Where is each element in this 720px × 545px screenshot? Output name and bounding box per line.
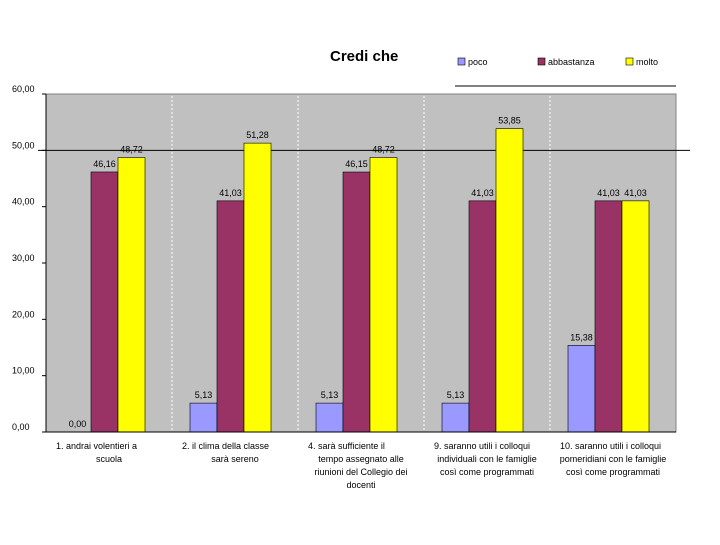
bar-poco: [441, 402, 470, 433]
data-label: 41,03: [624, 188, 647, 198]
legend-label: abbastanza: [548, 57, 595, 67]
bar-poco: [567, 345, 596, 433]
data-label: 15,38: [570, 332, 593, 342]
gridlines: [38, 85, 690, 490]
bar-molto: [243, 142, 272, 433]
bar-molto: [369, 157, 398, 433]
legend-label: poco: [468, 57, 488, 67]
bar-abbastanza: [216, 200, 245, 433]
category-label: pomeridiani con le famiglie: [560, 454, 667, 464]
bar-abbastanza: [594, 200, 623, 433]
legend: poco abbastanza molto: [457, 57, 658, 67]
category-label: individuali con le famiglie: [437, 454, 537, 464]
category-label: 2. il clima della classe: [182, 441, 269, 451]
data-label: 41,03: [597, 188, 620, 198]
legend-swatch: [537, 57, 546, 66]
legend-swatch: [625, 57, 634, 66]
y-tick-label: 0,00: [12, 422, 30, 432]
bar-abbastanza: [342, 171, 371, 433]
y-tick-label: 50,00: [12, 140, 35, 150]
data-label: 5,13: [321, 390, 339, 400]
y-tick-label: 20,00: [12, 309, 35, 319]
category-label: così come programmati: [566, 467, 660, 477]
category-label: docenti: [346, 480, 375, 490]
bar-molto: [621, 200, 650, 433]
legend-swatch: [457, 57, 466, 66]
y-tick-label: 60,00: [12, 84, 35, 94]
category-label: sarà sereno: [211, 454, 259, 464]
data-label: 46,15: [345, 159, 368, 169]
y-tick-label: 30,00: [12, 253, 35, 263]
data-label: 48,72: [372, 145, 395, 155]
category-label: tempo assegnato alle: [318, 454, 404, 464]
bars: [90, 128, 650, 433]
bar-poco: [189, 402, 218, 433]
y-tick-label: 10,00: [12, 366, 35, 376]
data-label: 5,13: [447, 390, 465, 400]
data-label: 41,03: [219, 188, 242, 198]
x-axis: 1. andrai volentieri a scuola 2. il clima …: [46, 431, 676, 490]
category-label: 1. andrai volentieri a: [56, 441, 137, 451]
bar-molto: [495, 128, 524, 433]
data-label: 48,72: [120, 145, 143, 155]
data-label: 53,85: [498, 116, 521, 126]
bar-molto: [117, 157, 146, 433]
bar-abbastanza: [468, 200, 497, 433]
legend-label: molto: [636, 57, 658, 67]
data-label: 0,00: [69, 419, 87, 429]
category-label: così come programmati: [440, 467, 534, 477]
y-axis: 0,00 10,00 20,00 30,00 40,00 50,00 60,00: [12, 84, 47, 433]
category-label: 10. saranno utili i colloqui: [560, 441, 661, 451]
y-tick-label: 40,00: [12, 197, 35, 207]
category-label: scuola: [96, 454, 122, 464]
data-label: 51,28: [246, 130, 269, 140]
bar-poco: [315, 402, 344, 433]
data-label: 5,13: [195, 390, 213, 400]
bar-abbastanza: [90, 171, 119, 433]
data-labels: 0,00 5,13 5,13 5,13 15,38 46,16 41,03 46,15 41,0…: [69, 116, 647, 429]
data-label: 46,16: [93, 159, 116, 169]
chart-title: Credi che: [330, 48, 398, 65]
category-label: 9. saranno utili i colloqui: [434, 441, 530, 451]
category-label: riunioni del Collegio dei: [314, 467, 407, 477]
category-label: 4. sarà sufficiente il: [308, 441, 385, 451]
data-label: 41,03: [471, 188, 494, 198]
